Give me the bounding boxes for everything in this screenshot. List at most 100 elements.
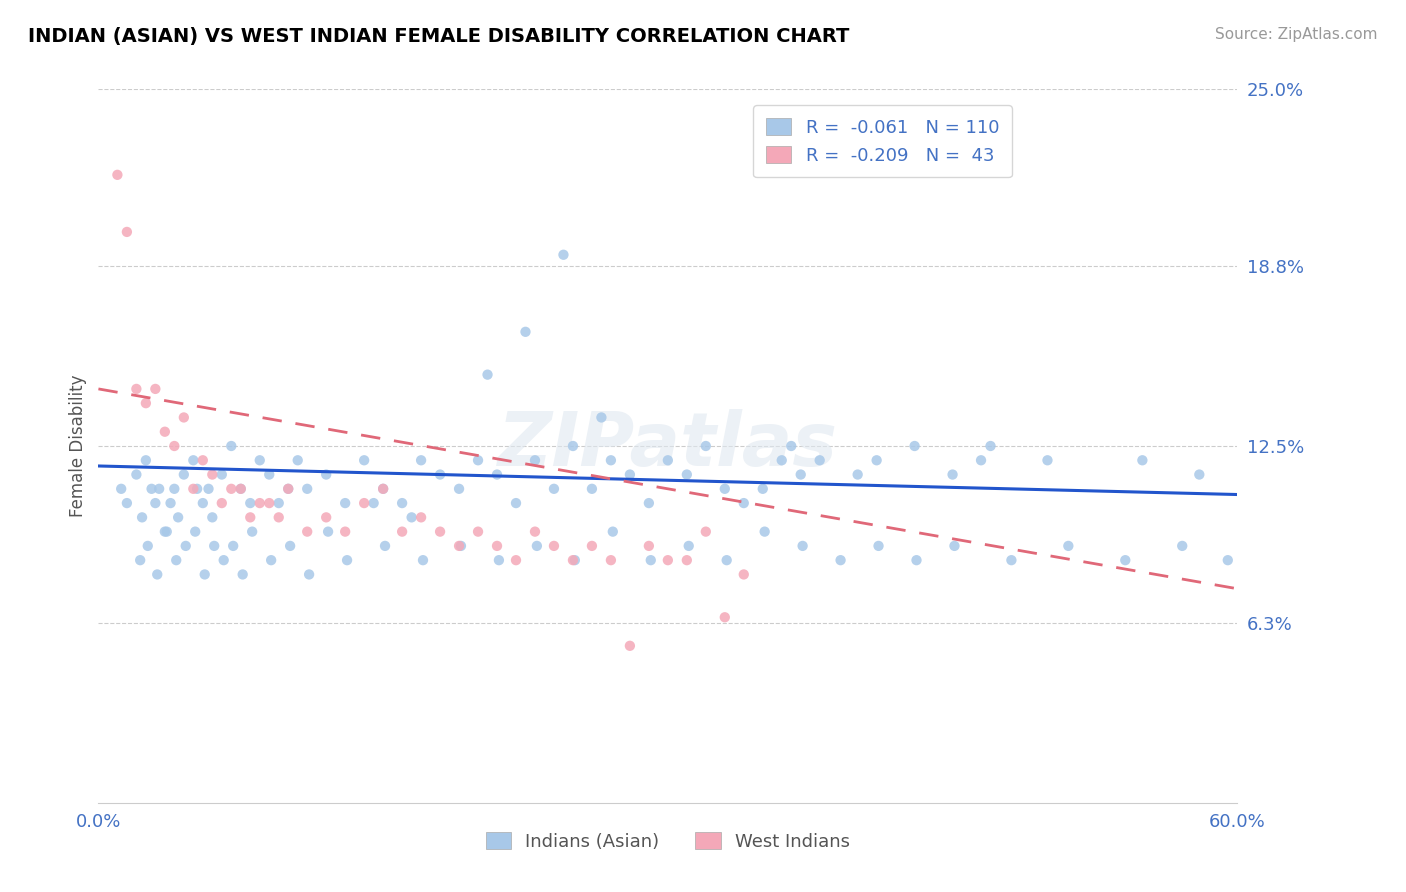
Point bbox=[141, 482, 163, 496]
Point bbox=[316, 524, 339, 539]
Point bbox=[191, 453, 214, 467]
Point bbox=[524, 453, 547, 467]
Point bbox=[229, 482, 252, 496]
Point bbox=[562, 553, 585, 567]
Point bbox=[125, 382, 148, 396]
Point bbox=[676, 553, 699, 567]
Point bbox=[267, 496, 290, 510]
Point bbox=[970, 453, 993, 467]
Point bbox=[1057, 539, 1080, 553]
Point bbox=[239, 510, 262, 524]
Point bbox=[391, 496, 413, 510]
Point bbox=[222, 539, 245, 553]
Point bbox=[1114, 553, 1136, 567]
Point bbox=[640, 553, 662, 567]
Point bbox=[1188, 467, 1211, 482]
Point bbox=[159, 496, 181, 510]
Point bbox=[486, 467, 509, 482]
Point bbox=[194, 567, 217, 582]
Point bbox=[904, 439, 927, 453]
Point bbox=[790, 467, 813, 482]
Point bbox=[336, 553, 359, 567]
Point bbox=[297, 524, 319, 539]
Point bbox=[619, 639, 641, 653]
Point bbox=[638, 496, 661, 510]
Point bbox=[229, 482, 252, 496]
Point bbox=[905, 553, 928, 567]
Legend: Indians (Asian), West Indians: Indians (Asian), West Indians bbox=[478, 825, 858, 858]
Point bbox=[125, 467, 148, 482]
Point bbox=[211, 496, 233, 510]
Point bbox=[186, 482, 208, 496]
Point bbox=[249, 496, 271, 510]
Point bbox=[163, 482, 186, 496]
Point bbox=[371, 482, 394, 496]
Point bbox=[943, 539, 966, 553]
Point bbox=[733, 567, 755, 582]
Point bbox=[716, 553, 738, 567]
Point bbox=[287, 453, 309, 467]
Point bbox=[212, 553, 235, 567]
Point bbox=[868, 539, 890, 553]
Point bbox=[657, 553, 679, 567]
Point bbox=[173, 410, 195, 425]
Point bbox=[221, 439, 243, 453]
Point bbox=[259, 467, 281, 482]
Point bbox=[752, 482, 775, 496]
Point bbox=[678, 539, 700, 553]
Point bbox=[638, 539, 661, 553]
Point bbox=[107, 168, 129, 182]
Point bbox=[201, 510, 224, 524]
Point bbox=[298, 567, 321, 582]
Point bbox=[830, 553, 852, 567]
Point bbox=[447, 482, 470, 496]
Point bbox=[163, 439, 186, 453]
Point bbox=[1216, 553, 1239, 567]
Point bbox=[129, 553, 152, 567]
Point bbox=[197, 482, 219, 496]
Point bbox=[260, 553, 283, 567]
Point bbox=[619, 467, 641, 482]
Point bbox=[1036, 453, 1059, 467]
Point bbox=[676, 467, 699, 482]
Point bbox=[115, 225, 138, 239]
Point bbox=[450, 539, 472, 553]
Point bbox=[115, 496, 138, 510]
Point bbox=[191, 496, 214, 510]
Point bbox=[145, 382, 167, 396]
Point bbox=[221, 482, 243, 496]
Point bbox=[600, 453, 623, 467]
Point bbox=[780, 439, 803, 453]
Point bbox=[526, 539, 548, 553]
Point bbox=[1171, 539, 1194, 553]
Point bbox=[136, 539, 159, 553]
Point bbox=[733, 496, 755, 510]
Point bbox=[297, 482, 319, 496]
Point bbox=[602, 524, 624, 539]
Point bbox=[363, 496, 385, 510]
Point bbox=[505, 496, 527, 510]
Point bbox=[562, 439, 585, 453]
Point bbox=[374, 539, 396, 553]
Point bbox=[391, 524, 413, 539]
Point bbox=[866, 453, 889, 467]
Point bbox=[174, 539, 197, 553]
Point bbox=[447, 539, 470, 553]
Point bbox=[1000, 553, 1022, 567]
Point bbox=[754, 524, 776, 539]
Point bbox=[249, 453, 271, 467]
Point bbox=[543, 539, 565, 553]
Point bbox=[153, 425, 176, 439]
Point bbox=[591, 410, 613, 425]
Point bbox=[581, 482, 603, 496]
Point bbox=[315, 467, 337, 482]
Point bbox=[429, 524, 451, 539]
Point bbox=[564, 553, 586, 567]
Point bbox=[259, 496, 281, 510]
Point bbox=[515, 325, 537, 339]
Point bbox=[353, 453, 375, 467]
Point bbox=[524, 524, 547, 539]
Point bbox=[411, 510, 433, 524]
Point bbox=[202, 539, 225, 553]
Point bbox=[1132, 453, 1154, 467]
